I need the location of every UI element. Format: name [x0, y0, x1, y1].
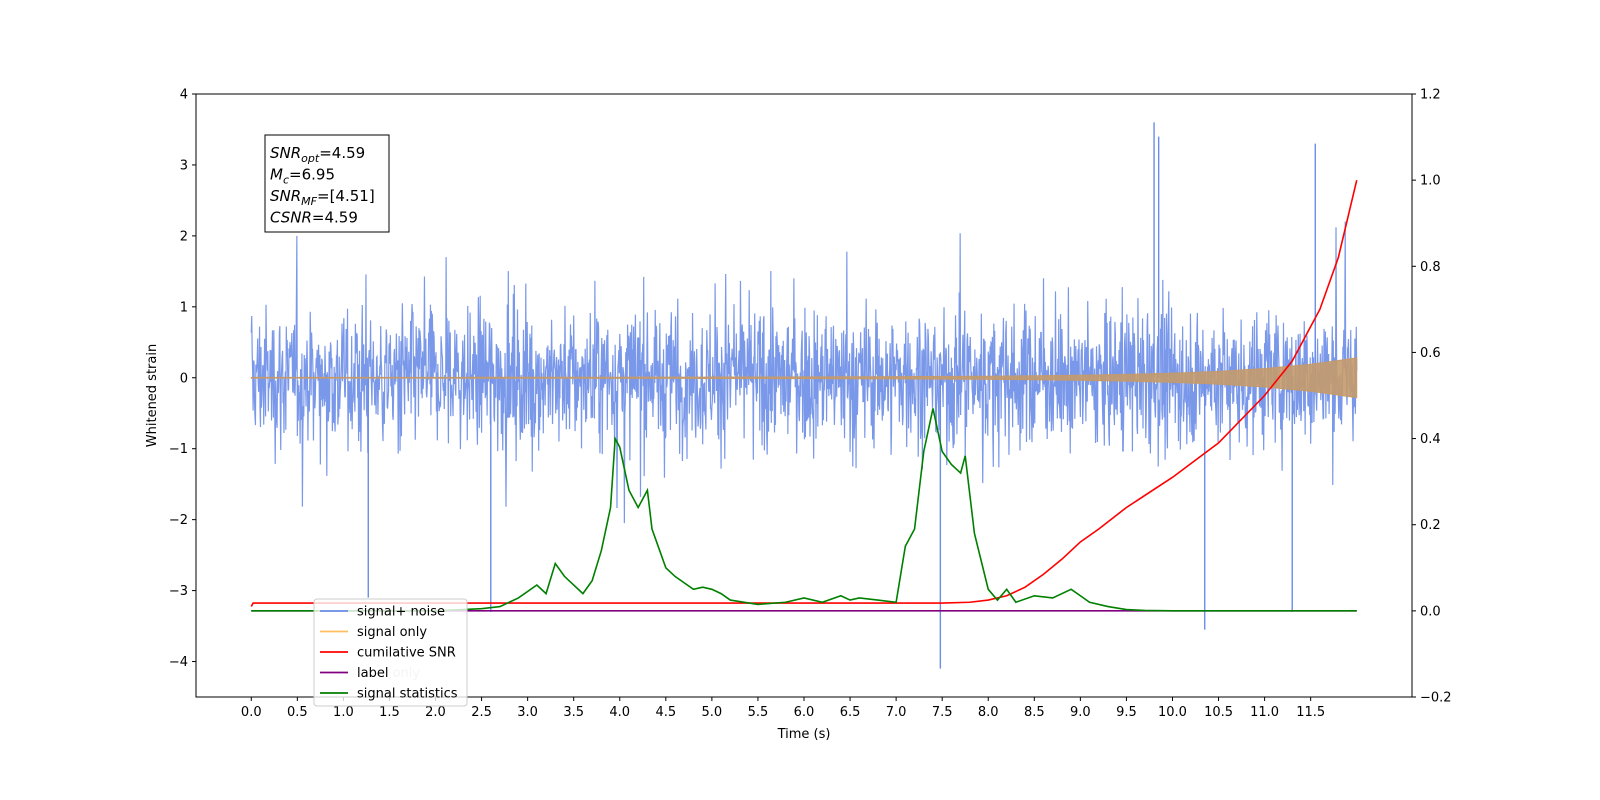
annotation-line: SNRMF=[4.51] — [270, 187, 375, 208]
annotation-subscript: opt — [301, 152, 320, 165]
y2-tick-label: 0.6 — [1420, 346, 1441, 361]
series-cumilative-SNR — [250, 179, 1358, 607]
signal-only-series — [250, 357, 1358, 399]
x-tick-label: 11.0 — [1250, 705, 1279, 720]
x-tick-label: 7.0 — [886, 705, 907, 720]
legend-label: label — [357, 666, 388, 681]
signal-envelope — [250, 357, 1358, 399]
legend-frame — [313, 598, 468, 707]
x-tick-label: 1.5 — [379, 705, 400, 720]
x-tick-label: 4.0 — [609, 705, 630, 720]
y2-tick-label: 0.8 — [1420, 260, 1441, 275]
annotation-value: =4.59 — [312, 209, 358, 227]
y-tick-label: −1 — [169, 442, 188, 457]
annotation-symbol: SNR — [270, 144, 301, 162]
y-tick-label: 0 — [180, 371, 188, 386]
y-tick-label: 4 — [180, 88, 188, 103]
x-tick-label: 2.5 — [471, 705, 492, 720]
x-tick-label: 10.5 — [1204, 705, 1233, 720]
y-axis-label: Whitened strain — [145, 344, 160, 447]
x-tick-label: 4.5 — [655, 705, 676, 720]
y2-tick-label: 1.2 — [1420, 88, 1441, 103]
y2-tick-label: 0.0 — [1420, 604, 1441, 619]
y2-tick-label: 0.4 — [1420, 432, 1441, 447]
annotation-line: Mc=6.95 — [270, 166, 335, 187]
x-tick-label: 3.0 — [517, 705, 538, 720]
annotation-symbol: SNR — [270, 187, 301, 205]
y-tick-label: −2 — [169, 513, 188, 528]
y2-tick-label: 0.2 — [1420, 518, 1441, 533]
y-tick-label: 3 — [180, 158, 188, 173]
x-tick-label: 6.5 — [840, 705, 861, 720]
annotation-symbol: M — [270, 166, 283, 184]
x-tick-label: 3.5 — [563, 705, 584, 720]
noise-trace — [250, 221, 1358, 524]
x-tick-label: 11.5 — [1296, 705, 1325, 720]
annotation-value: =[4.51] — [317, 187, 375, 205]
x-tick-label: 2.0 — [425, 705, 446, 720]
x-tick-label: 10.0 — [1158, 705, 1187, 720]
y-tick-label: 2 — [180, 229, 188, 244]
x-tick-label: 6.0 — [794, 705, 815, 720]
x-tick-label: 7.5 — [932, 705, 953, 720]
x-tick-label: 9.0 — [1070, 705, 1091, 720]
legend-label: signal+ noise — [357, 605, 445, 620]
annotation-frame — [264, 134, 390, 233]
x-tick-label: 8.0 — [978, 705, 999, 720]
annotation-value: =4.59 — [319, 144, 365, 162]
annotation-subscript: c — [283, 174, 289, 187]
noise-series — [250, 122, 1358, 669]
annotation-subscript: MF — [301, 195, 317, 208]
x-tick-label: 8.5 — [1024, 705, 1045, 720]
legend-label: signal statistics — [357, 687, 458, 702]
y-tick-label: −4 — [169, 655, 188, 670]
x-tick-label: 1.0 — [333, 705, 354, 720]
legend-label: signal only — [357, 625, 427, 640]
annotation-value: =6.95 — [289, 166, 335, 184]
x-axis-label: Time (s) — [777, 727, 831, 742]
series-signal-statistics — [251, 408, 1357, 612]
y-tick-label: −3 — [169, 584, 188, 599]
x-tick-label: 0.0 — [241, 705, 262, 720]
x-tick-label: 0.5 — [287, 705, 308, 720]
legend-label: cumilative SNR — [357, 646, 456, 661]
y-tick-label: 1 — [180, 300, 188, 315]
annotation-symbol: CSNR — [270, 209, 312, 227]
annotation-line: SNRopt=4.59 — [270, 144, 365, 165]
x-tick-label: 9.5 — [1116, 705, 1137, 720]
annotation-line: CSNR=4.59 — [270, 209, 358, 227]
y2-tick-label: −0.2 — [1420, 691, 1452, 706]
axis-ticks: 0.0 0.5 1.0 1.5 2.0 2.5 3.0 3.5 4.0 4.5 5.0 5.5 6.0 6… — [169, 88, 1452, 721]
x-tick-label: 5.0 — [702, 705, 723, 720]
x-tick-label: 5.5 — [748, 705, 769, 720]
y2-tick-label: 1.0 — [1420, 174, 1441, 189]
